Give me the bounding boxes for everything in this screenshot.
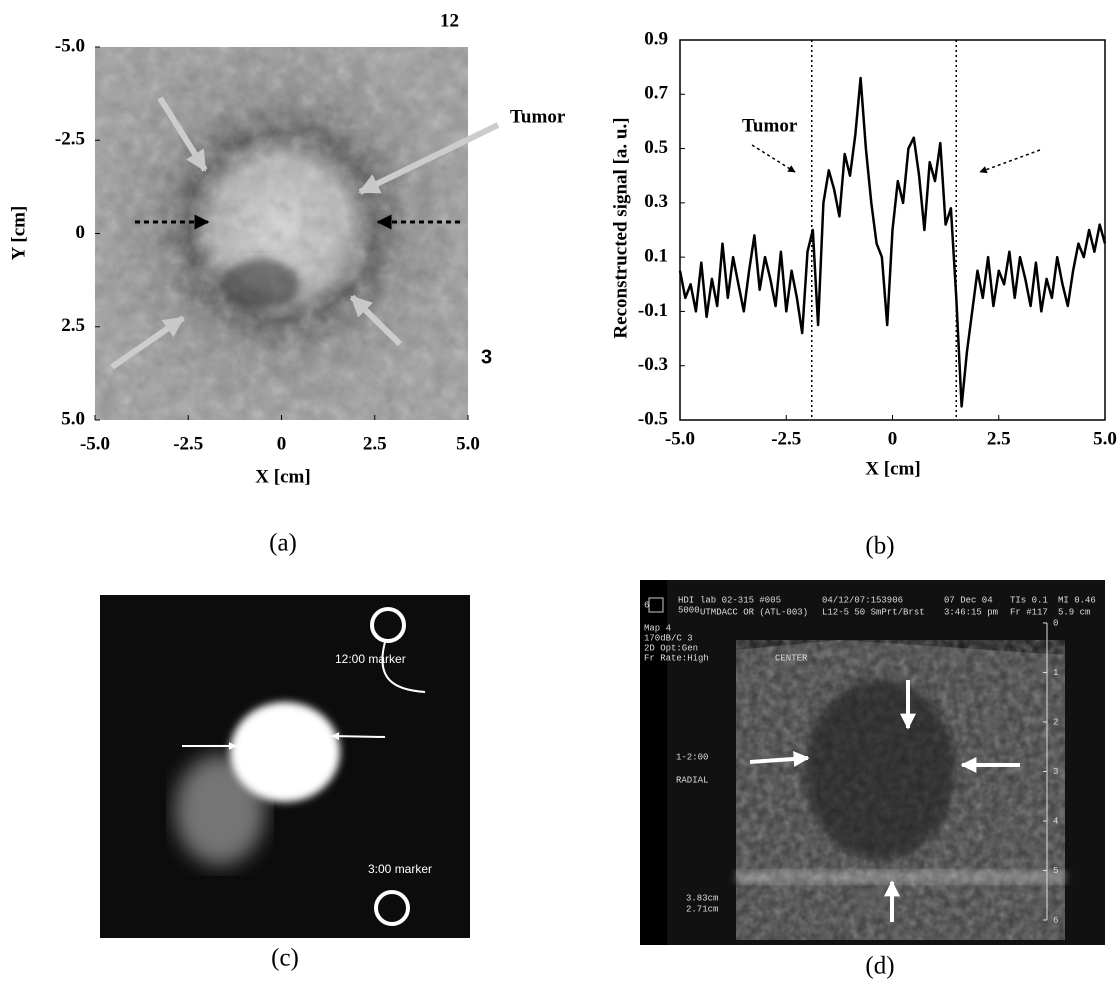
y-tick-label: -0.3 bbox=[638, 354, 668, 375]
depth-label: 2 bbox=[1053, 717, 1058, 727]
image-text: Map 4 bbox=[644, 623, 671, 633]
y-tick-label: 0.5 bbox=[644, 137, 668, 158]
image-text: L12-5 50 SmPrt/Brst bbox=[822, 607, 925, 617]
depth-label: 0 bbox=[1053, 618, 1058, 628]
panel-a-axes: -5.0 -2.5 0 2.5 5.0 -5.0 -2.5 0 2.5 5.0 bbox=[55, 35, 480, 454]
x-tick-label: 5.0 bbox=[456, 433, 480, 454]
x-axis-label: X [cm] bbox=[865, 458, 920, 479]
y-axis-label: Reconstructed signal [a. u.] bbox=[610, 117, 631, 338]
y-tick-label: -0.5 bbox=[638, 408, 668, 429]
y-axis-label: Y [cm] bbox=[8, 206, 29, 261]
image-text: 3.83cm bbox=[686, 893, 718, 903]
y-tick-label: -0.1 bbox=[638, 300, 668, 321]
image-text: HDI bbox=[678, 595, 694, 605]
data-line bbox=[678, 76, 1107, 408]
annotation-arrows bbox=[751, 144, 1041, 174]
depth-label: 5 bbox=[1053, 866, 1058, 876]
x-tick-label: 0 bbox=[888, 428, 898, 449]
depth-label: 1 bbox=[1053, 668, 1058, 678]
image-text: Fr Rate:High bbox=[644, 653, 709, 663]
image-label: 12:00 marker bbox=[335, 652, 406, 666]
image-text: 07 Dec 04 bbox=[944, 595, 993, 605]
image-text: 2D Opt:Gen bbox=[644, 643, 698, 653]
annotation: 12 bbox=[440, 10, 459, 31]
panel-c-image bbox=[100, 595, 470, 938]
y-tick-label: 0 bbox=[76, 222, 86, 243]
y-tick-label: -2.5 bbox=[55, 129, 85, 150]
x-tick-label: 2.5 bbox=[363, 433, 387, 454]
depth-label: 4 bbox=[1053, 816, 1058, 826]
x-tick-label: 0 bbox=[277, 433, 287, 454]
annotation: 3 bbox=[481, 346, 492, 368]
x-axis-label: X [cm] bbox=[255, 466, 310, 487]
image-text: CENTER bbox=[775, 653, 808, 663]
panel-b-axes: -5.0 -2.5 0 2.5 5.0 0.9 0.7 0.5 0.3 0.1 -0.1 -0.3 -0… bbox=[638, 28, 1117, 449]
image-text: 5000 bbox=[678, 605, 700, 615]
y-tick-label: -5.0 bbox=[55, 35, 85, 56]
image-text: MI 0.46 bbox=[1058, 595, 1096, 605]
depth-label: 3 bbox=[1053, 767, 1058, 777]
y-tick-label: 0.1 bbox=[644, 246, 668, 267]
caption: (b) bbox=[865, 533, 894, 560]
image-text: 1-2:00 bbox=[676, 752, 708, 762]
y-tick-label: 2.5 bbox=[61, 315, 85, 336]
image-text: 2.71cm bbox=[686, 904, 718, 914]
annotation: Tumor bbox=[510, 106, 566, 127]
y-tick-label: 0.9 bbox=[644, 28, 668, 49]
image-text: 04/12/07:153906 bbox=[822, 595, 903, 605]
image-text: Fr #117 bbox=[1010, 607, 1048, 617]
x-tick-label: 5.0 bbox=[1093, 428, 1117, 449]
image-text: 3:46:15 pm bbox=[944, 607, 998, 617]
x-tick-label: -5.0 bbox=[80, 433, 110, 454]
depth-label: 6 bbox=[1053, 915, 1058, 925]
x-tick-label: 2.5 bbox=[987, 428, 1011, 449]
image-text: 170dB/C 3 bbox=[644, 633, 693, 643]
panel-a-image bbox=[95, 47, 500, 420]
image-text: 5.9 cm bbox=[1058, 607, 1090, 617]
image-text: lab 02-315 #005 bbox=[700, 595, 781, 605]
image-text: 6 bbox=[644, 600, 649, 610]
image-text: UTMDACC OR (ATL-003) bbox=[700, 607, 808, 617]
caption: (c) bbox=[271, 945, 299, 972]
x-tick-label: -5.0 bbox=[665, 428, 695, 449]
annotation: Tumor bbox=[742, 115, 798, 136]
image-text: RADIAL bbox=[676, 775, 708, 785]
y-tick-label: 5.0 bbox=[61, 408, 85, 429]
caption: (a) bbox=[269, 530, 297, 557]
y-tick-label: 0.3 bbox=[644, 191, 668, 212]
panel-d-image bbox=[640, 580, 1105, 945]
image-label: 3:00 marker bbox=[368, 862, 432, 876]
x-tick-label: -2.5 bbox=[771, 428, 801, 449]
image-text: TIs 0.1 bbox=[1010, 595, 1048, 605]
caption: (d) bbox=[865, 953, 894, 980]
plot-frame bbox=[679, 39, 1106, 421]
x-tick-label: -2.5 bbox=[173, 433, 203, 454]
y-tick-label: 0.7 bbox=[644, 83, 668, 104]
